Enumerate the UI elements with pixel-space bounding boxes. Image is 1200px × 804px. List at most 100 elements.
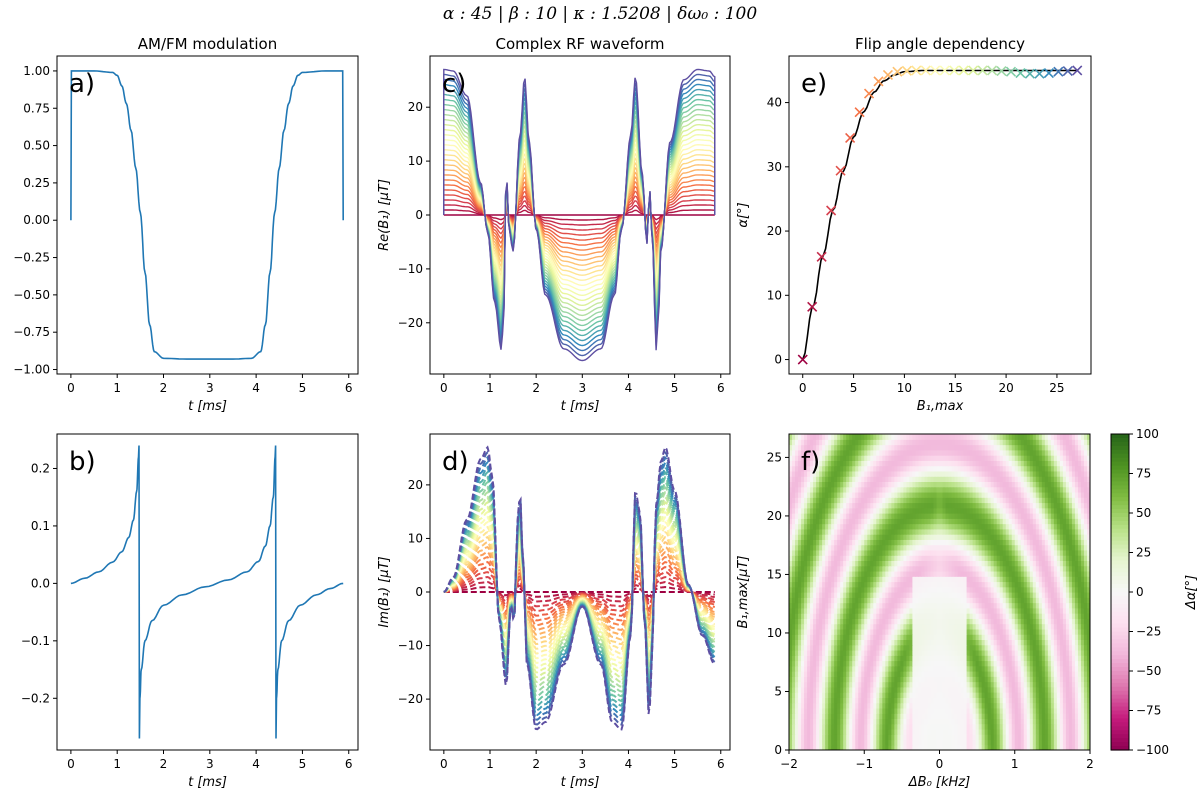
panel-d-curve [444,507,715,672]
panel-c-ytick-label: 10 [408,154,423,168]
panel-e-xtick-label: 20 [998,381,1013,395]
panel-b-frequency-modulation: 0 1 2 3 4 5 6 −0.2 −0.1 0.0 0.1 0.2 t [ms] b) [21,434,358,790]
panel-b-frame [57,434,358,750]
panel-c-xlabel: t [ms] [561,399,600,414]
panel-e-marker [1054,67,1063,76]
panel-b-xtick-label: 6 [345,757,353,771]
panel-c-xtick-label: 5 [671,381,679,395]
panel-a-ytick-label: 0.25 [23,176,50,190]
panel-c-xtick-label: 3 [578,381,586,395]
panel-b-ytick-label: 0.1 [31,519,50,533]
panel-d-label: d) [442,447,469,477]
panel-e-xlabel: B₁,max [917,399,964,414]
panel-c-ytick-label: 0 [415,208,423,222]
panel-d-xtick-label: 4 [625,757,633,771]
panel-d-curve [444,502,715,677]
panel-d-xtick-label: 3 [578,757,586,771]
panel-d-xtick-label: 5 [671,757,679,771]
panel-e-ytick-label: 40 [767,96,782,110]
panel-b-ytick-label: −0.1 [21,634,50,648]
panel-a-frame [57,56,358,374]
panel-b-ytick-label: −0.2 [21,691,50,705]
panel-e-frame [789,56,1091,374]
panel-a-ytick-label: −0.50 [13,288,50,302]
panel-a-ytick-label: 0.50 [23,139,50,153]
panel-e-xtick-label: 15 [948,381,963,395]
panel-b-xtick-label: 4 [252,757,260,771]
panel-e-xtick-label: 25 [1049,381,1064,395]
panel-a-xtick-label: 2 [160,381,168,395]
panel-a-ytick-label: 1.00 [23,64,50,78]
panel-b-xtick-label: 5 [299,757,307,771]
panel-d-xtick-label: 1 [486,757,494,771]
panel-d-curve [444,527,715,653]
panel-a-amfm-modulation: 0 1 2 3 4 5 6 −1.00 −0.75 −0.50 −0.25 0.00 0.25 0.50 0… [13,35,358,414]
panel-a-ytick-label: 0.00 [23,213,50,227]
panel-c-xtick-label: 6 [717,381,725,395]
panel-a-xtick-label: 0 [67,381,75,395]
figure-suptitle: α : 45 | β : 10 | κ : 1.5208 | δω₀ : 100 [0,4,1200,24]
panel-a-xtick-label: 5 [299,381,307,395]
panel-a-xlabel: t [ms] [188,399,227,414]
panel-b-xlabel: t [ms] [188,775,227,790]
panel-e-title: Flip angle dependency [855,35,1025,53]
panel-d-ytick-label: −10 [398,639,423,653]
panel-a-ytick-label: −0.75 [13,325,50,339]
panel-c-xtick-label: 4 [625,381,633,395]
panel-a-title: AM/FM modulation [138,35,278,53]
panel-b-label: b) [69,447,96,477]
panel-b-series-frequency [71,446,343,739]
panel-d-xtick-label: 6 [717,757,725,771]
panel-b-xtick-label: 2 [160,757,168,771]
panel-e-fit-line [803,71,1078,360]
panel-d-curve [444,542,715,639]
panel-d-ytick-label: 20 [408,478,423,492]
panel-d-xtick-label: 2 [532,757,540,771]
panel-c-xtick-label: 1 [486,381,494,395]
panel-b-xtick-label: 3 [206,757,214,771]
panel-d-ytick-label: 0 [415,585,423,599]
panel-b-xtick-label: 1 [113,757,121,771]
panel-b-ytick-label: 0.0 [31,576,50,590]
panel-a-series-amplitude [71,71,343,359]
panel-d-curve [444,517,715,663]
panel-a-xtick-label: 6 [345,381,353,395]
panel-d-xtick-label: 0 [440,757,448,771]
panel-a-ytick-label: −1.00 [13,363,50,377]
panel-c-xtick-label: 0 [440,381,448,395]
panel-a-xtick-label: 1 [113,381,121,395]
panel-a-ytick-label: 0.75 [23,101,50,115]
panel-d-curve [444,532,715,649]
panel-e-xtick-label: 5 [850,381,858,395]
panel-a-ytick-label: −0.25 [13,251,50,265]
panel-e-xtick-label: 10 [897,381,912,395]
panel-c-ytick-label: −20 [398,316,423,330]
panel-d-ytick-label: 10 [408,531,423,545]
panel-e-label: e) [801,69,827,99]
panel-e-ytick-label: 30 [767,160,782,174]
panel-c-ytick-label: −10 [398,262,423,276]
panel-d-xlabel: t [ms] [561,775,600,790]
panel-e-marker [1006,67,1015,76]
panel-e-ytick-label: 10 [767,288,782,302]
panel-d-curve [444,547,715,635]
panel-d-ylabel: Im(B₁) [μT] [377,556,392,627]
panel-d-ytick-label: −20 [398,692,423,706]
panel-a-xtick-label: 3 [206,381,214,395]
panel-a-label: a) [69,69,95,99]
panel-b-ytick-label: 0.2 [31,461,50,475]
panel-c-title: Complex RF waveform [496,35,665,53]
panel-c-ylabel: Re(B₁) [μT] [377,179,392,251]
panel-d-curve [444,522,715,658]
panel-a-xtick-label: 4 [252,381,260,395]
panel-e-ylabel: α[°] [736,202,751,227]
panel-b-xtick-label: 0 [67,757,75,771]
panel-e-ytick-label: 0 [774,353,782,367]
panel-e-xtick-label: 0 [799,381,807,395]
panel-c-xtick-label: 2 [532,381,540,395]
